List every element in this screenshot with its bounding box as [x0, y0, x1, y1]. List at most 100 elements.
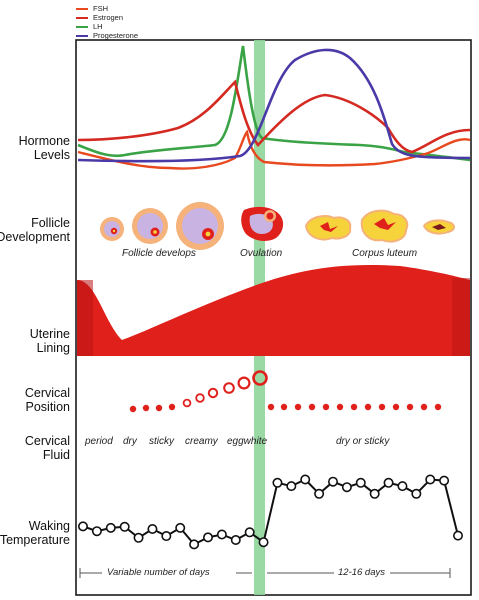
temperature-point — [411, 488, 422, 499]
row-label-line: Cervical — [24, 386, 70, 400]
row-label-line: Fluid — [42, 448, 70, 462]
temperature-point — [119, 521, 130, 532]
caption-follicle-develops: Follicle develops — [122, 248, 196, 259]
temperature-point — [189, 539, 200, 550]
legend-estrogen-label: Estrogen — [93, 13, 124, 22]
uterine-lining-shade-left — [77, 280, 93, 356]
position-dot — [155, 404, 163, 412]
position-dot — [434, 403, 442, 411]
legend-lh-swatch — [76, 26, 88, 29]
row-label-line: Temperature — [0, 533, 70, 547]
temperature-point — [161, 531, 172, 542]
row-label-line: Waking — [28, 519, 70, 533]
caption-corpus-luteum: Corpus luteum — [352, 248, 418, 259]
position-dot — [350, 403, 358, 411]
temperature-point — [327, 476, 338, 487]
position-dot — [142, 404, 150, 412]
temperature-line — [82, 478, 459, 546]
corpus-luteum-2 — [360, 209, 409, 243]
legend-progesterone: Progesterone — [76, 31, 138, 40]
temperature-point — [244, 527, 255, 538]
fluid-dry-or-sticky: dry or sticky — [336, 436, 390, 447]
fsh-curve — [77, 129, 471, 170]
legend-lh: LH — [76, 22, 103, 31]
position-dot — [406, 403, 414, 411]
temperature-point — [300, 474, 311, 485]
diagram-frame — [75, 39, 472, 596]
uterine-lining-area — [77, 264, 470, 356]
fluid-dry: dry — [123, 436, 137, 447]
position-dot — [392, 403, 400, 411]
position-dot — [168, 403, 176, 411]
position-dot — [378, 403, 386, 411]
position-ring — [207, 387, 219, 399]
row-label-hormone: Hormone Levels — [19, 134, 70, 162]
temperature-point — [452, 530, 463, 541]
cervical-position-marks — [129, 370, 442, 413]
position-dot — [322, 403, 330, 411]
position-dot — [364, 403, 372, 411]
temperature-point — [425, 474, 436, 485]
fluid-creamy: creamy — [185, 436, 218, 447]
phase-luteal-label: 12-16 days — [338, 567, 386, 578]
legend-estrogen: Estrogen — [76, 13, 123, 22]
row-label-line: Uterine — [29, 327, 70, 341]
progesterone-curve — [77, 48, 471, 163]
follicle-ovulating — [241, 206, 284, 241]
position-ring — [182, 398, 192, 408]
temperature-point — [216, 529, 227, 540]
row-label-line: Cervical — [24, 434, 70, 448]
position-dot — [336, 403, 344, 411]
temperature-point — [78, 521, 89, 532]
temperature-point — [439, 475, 450, 486]
phase-follicular-label: Variable number of days — [107, 567, 210, 578]
lh-curve — [77, 45, 471, 162]
row-label-follicle: Follicle Development — [0, 216, 70, 244]
position-ring — [237, 376, 251, 390]
legend-estrogen-swatch — [76, 17, 88, 20]
row-label-line: Development — [0, 230, 70, 244]
temperature-point — [355, 477, 366, 488]
legend-fsh-swatch — [76, 8, 88, 11]
legend-progesterone-swatch — [76, 35, 88, 38]
row-label-line: Position — [25, 400, 70, 414]
position-dot — [129, 405, 137, 413]
temperature-point — [286, 481, 297, 492]
corpus-luteum-1 — [304, 215, 352, 241]
fluid-period: period — [85, 436, 113, 447]
position-dot — [280, 403, 288, 411]
temperature-point — [105, 522, 116, 533]
position-ring — [223, 382, 235, 394]
phase-brackets — [79, 568, 451, 578]
row-label-fluid: Cervical Fluid — [25, 434, 70, 462]
row-label-position: Cervical Position — [25, 386, 70, 414]
position-ring — [195, 393, 205, 403]
row-label-line: Hormone — [18, 134, 70, 148]
temperature-point — [203, 532, 214, 543]
legend-fsh-label: FSH — [93, 4, 108, 13]
temperature-point — [133, 532, 144, 543]
temperature-point — [258, 537, 269, 548]
uterine-lining-shade-right — [452, 278, 470, 356]
row-label-line: Lining — [36, 341, 70, 355]
row-label-line: Follicle — [31, 216, 70, 230]
position-dot — [267, 403, 275, 411]
temperature-chart — [78, 474, 463, 550]
temperature-point — [369, 488, 380, 499]
temperature-point — [230, 534, 241, 545]
temperature-point — [147, 523, 158, 534]
temperature-point — [383, 477, 394, 488]
legend-lh-label: LH — [93, 22, 103, 31]
estrogen-curve — [77, 79, 471, 154]
temperature-point — [397, 481, 408, 492]
fluid-eggwhite: eggwhite — [227, 436, 268, 447]
temperature-point — [272, 477, 283, 488]
caption-ovulation: Ovulation — [240, 248, 283, 259]
row-label-line: Levels — [33, 148, 70, 162]
position-ring-ovulation — [252, 370, 268, 386]
position-dot — [308, 403, 316, 411]
temperature-point — [314, 488, 325, 499]
row-label-temperature: Waking Temperature — [0, 519, 70, 547]
legend-progesterone-label: Progesterone — [93, 31, 139, 40]
